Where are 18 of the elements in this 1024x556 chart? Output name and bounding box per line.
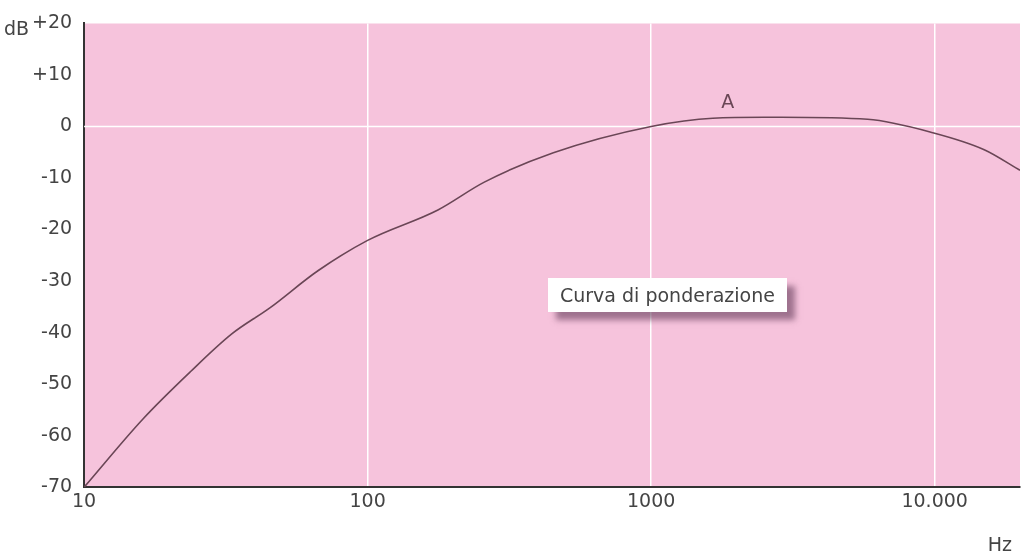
y-tick-label: -40 xyxy=(41,319,73,342)
y-tick-label: 0 xyxy=(60,113,73,136)
x-tick-label: 10 xyxy=(72,488,97,511)
y-tick-label: -10 xyxy=(41,164,73,187)
y-axis-title: dB xyxy=(4,17,30,40)
x-tick-label: 1000 xyxy=(626,488,676,511)
y-tick-label: +20 xyxy=(31,10,73,33)
x-tick-label: 100 xyxy=(349,488,386,511)
y-tick-label: -20 xyxy=(41,216,73,239)
y-tick-label: -30 xyxy=(41,268,73,290)
y-tick-label: -50 xyxy=(41,371,73,394)
x-axis-title: Hz xyxy=(987,533,1012,556)
x-tick-label: 10.000 xyxy=(901,488,968,511)
series-label: A xyxy=(721,89,735,112)
y-tick-label: -60 xyxy=(41,422,73,445)
y-tick-label: -70 xyxy=(41,474,73,497)
annotation: Curva di ponderazione xyxy=(548,278,787,312)
y-tick-label: +10 xyxy=(31,61,73,84)
